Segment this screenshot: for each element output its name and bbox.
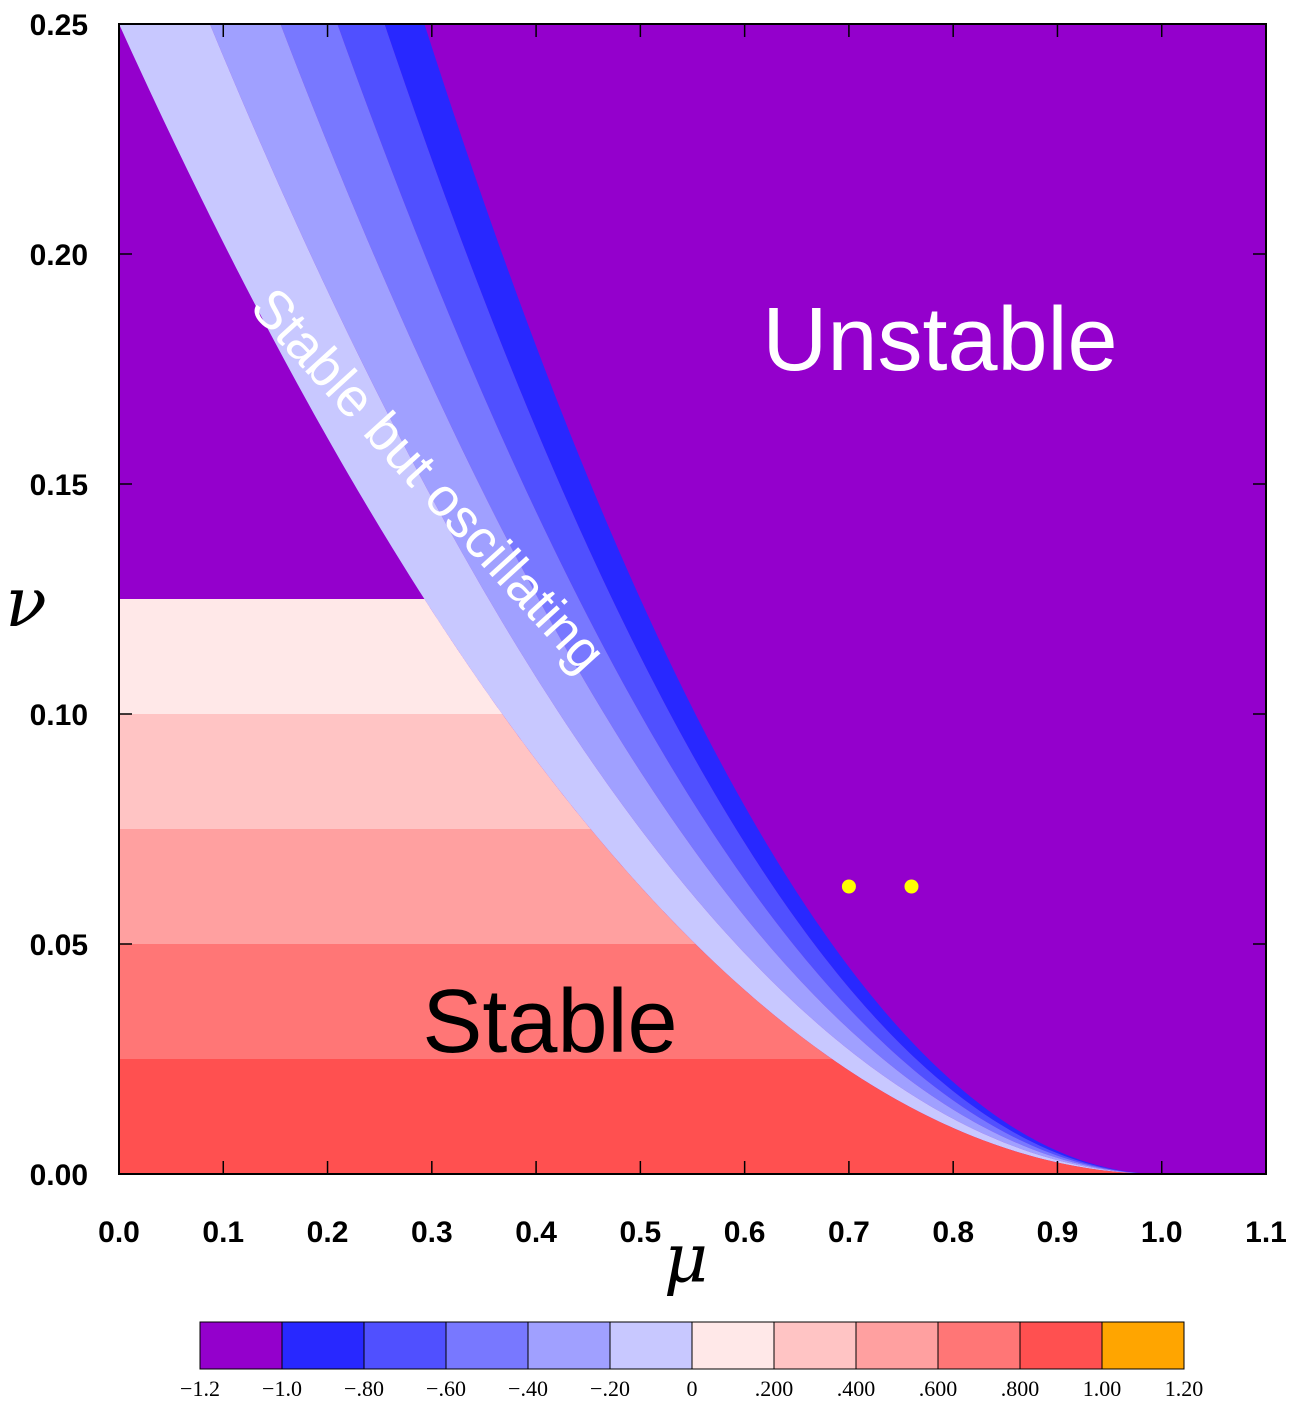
x-tick-label: 0.1 <box>202 1216 244 1249</box>
stability-regions <box>119 24 1162 1174</box>
colorbar-label: −.60 <box>426 1376 466 1401</box>
x-tick-label: 0.5 <box>620 1216 662 1249</box>
stable-band <box>119 714 591 829</box>
y-tick-label: 0.05 <box>30 929 88 962</box>
y-tick-label: 0.10 <box>30 699 88 732</box>
oscillating-band <box>209 24 1162 1174</box>
x-tick-label: 0.6 <box>724 1216 766 1249</box>
stable-band <box>119 829 696 944</box>
oscillating-band <box>280 24 1162 1174</box>
colorbar-label: 1.20 <box>1165 1376 1204 1401</box>
colorbar-label: −1.2 <box>180 1376 220 1401</box>
y-tick-label: 0.15 <box>30 469 88 502</box>
colorbar-swatch <box>1019 1321 1103 1370</box>
stable-band <box>119 1059 1162 1174</box>
x-tick-labels: 0.0 0.1 0.2 0.3 0.4 0.5 0.6 0.7 0.8 0.9 1.0 1.1 <box>98 1216 1287 1249</box>
x-axis-title: μ <box>664 1220 708 1299</box>
x-tick-label: 0.3 <box>411 1216 453 1249</box>
colorbar-label: .200 <box>755 1376 794 1401</box>
colorbar-swatch <box>281 1321 365 1370</box>
oscillating-band <box>337 24 1162 1174</box>
colorbar-swatch <box>773 1321 857 1370</box>
unstable-label: Unstable <box>762 290 1117 390</box>
colorbar-swatch <box>527 1321 611 1370</box>
y-tick-labels: 0.00 0.05 0.10 0.15 0.20 0.25 <box>30 9 88 1192</box>
colorbar-label: .400 <box>837 1376 876 1401</box>
y-tick-label: 0.25 <box>30 9 88 42</box>
colorbar-label: .800 <box>1001 1376 1040 1401</box>
x-tick-label: 1.0 <box>1141 1216 1183 1249</box>
colorbar-label: 1.00 <box>1083 1376 1122 1401</box>
colorbar-swatch <box>1101 1321 1185 1370</box>
colorbar-swatch <box>855 1321 939 1370</box>
y-tick-label: 0.20 <box>30 239 88 272</box>
colorbar <box>199 1321 1185 1370</box>
colorbar-swatch <box>363 1321 447 1370</box>
colorbar-swatch <box>199 1321 283 1370</box>
y-axis-title: ν <box>5 564 46 643</box>
x-tick-label: 0.4 <box>515 1216 557 1249</box>
colorbar-swatch <box>937 1321 1021 1370</box>
x-tick-label: 1.1 <box>1245 1216 1287 1249</box>
colorbar-label: −1.0 <box>262 1376 302 1401</box>
axis-ticks <box>118 23 1267 1175</box>
x-tick-label: 0.8 <box>932 1216 974 1249</box>
colorbar-label: .600 <box>919 1376 958 1401</box>
colorbar-label: 0 <box>687 1376 698 1401</box>
colorbar-labels: −1.2 −1.0 −.80 −.60 −.40 −.20 0 .200 .400 .600 .80… <box>180 1376 1203 1401</box>
colorbar-label: −.20 <box>590 1376 630 1401</box>
plot-frame <box>118 23 1267 1175</box>
stable-band <box>119 599 503 714</box>
highlight-points <box>841 879 919 894</box>
colorbar-label: −.40 <box>508 1376 548 1401</box>
stable-band <box>119 944 832 1059</box>
x-tick-label: 0.9 <box>1037 1216 1079 1249</box>
colorbar-swatch <box>445 1321 529 1370</box>
x-tick-label: 0.7 <box>828 1216 870 1249</box>
y-tick-label: 0.00 <box>30 1159 88 1192</box>
colorbar-swatch <box>691 1321 775 1370</box>
x-tick-label: 0.0 <box>98 1216 140 1249</box>
x-tick-label: 0.2 <box>307 1216 349 1249</box>
data-point <box>904 879 919 894</box>
data-point <box>841 879 856 894</box>
oscillating-band <box>119 24 1162 1174</box>
colorbar-label: −.80 <box>344 1376 384 1401</box>
stable-label: Stable <box>422 972 677 1072</box>
colorbar-swatch <box>609 1321 693 1370</box>
